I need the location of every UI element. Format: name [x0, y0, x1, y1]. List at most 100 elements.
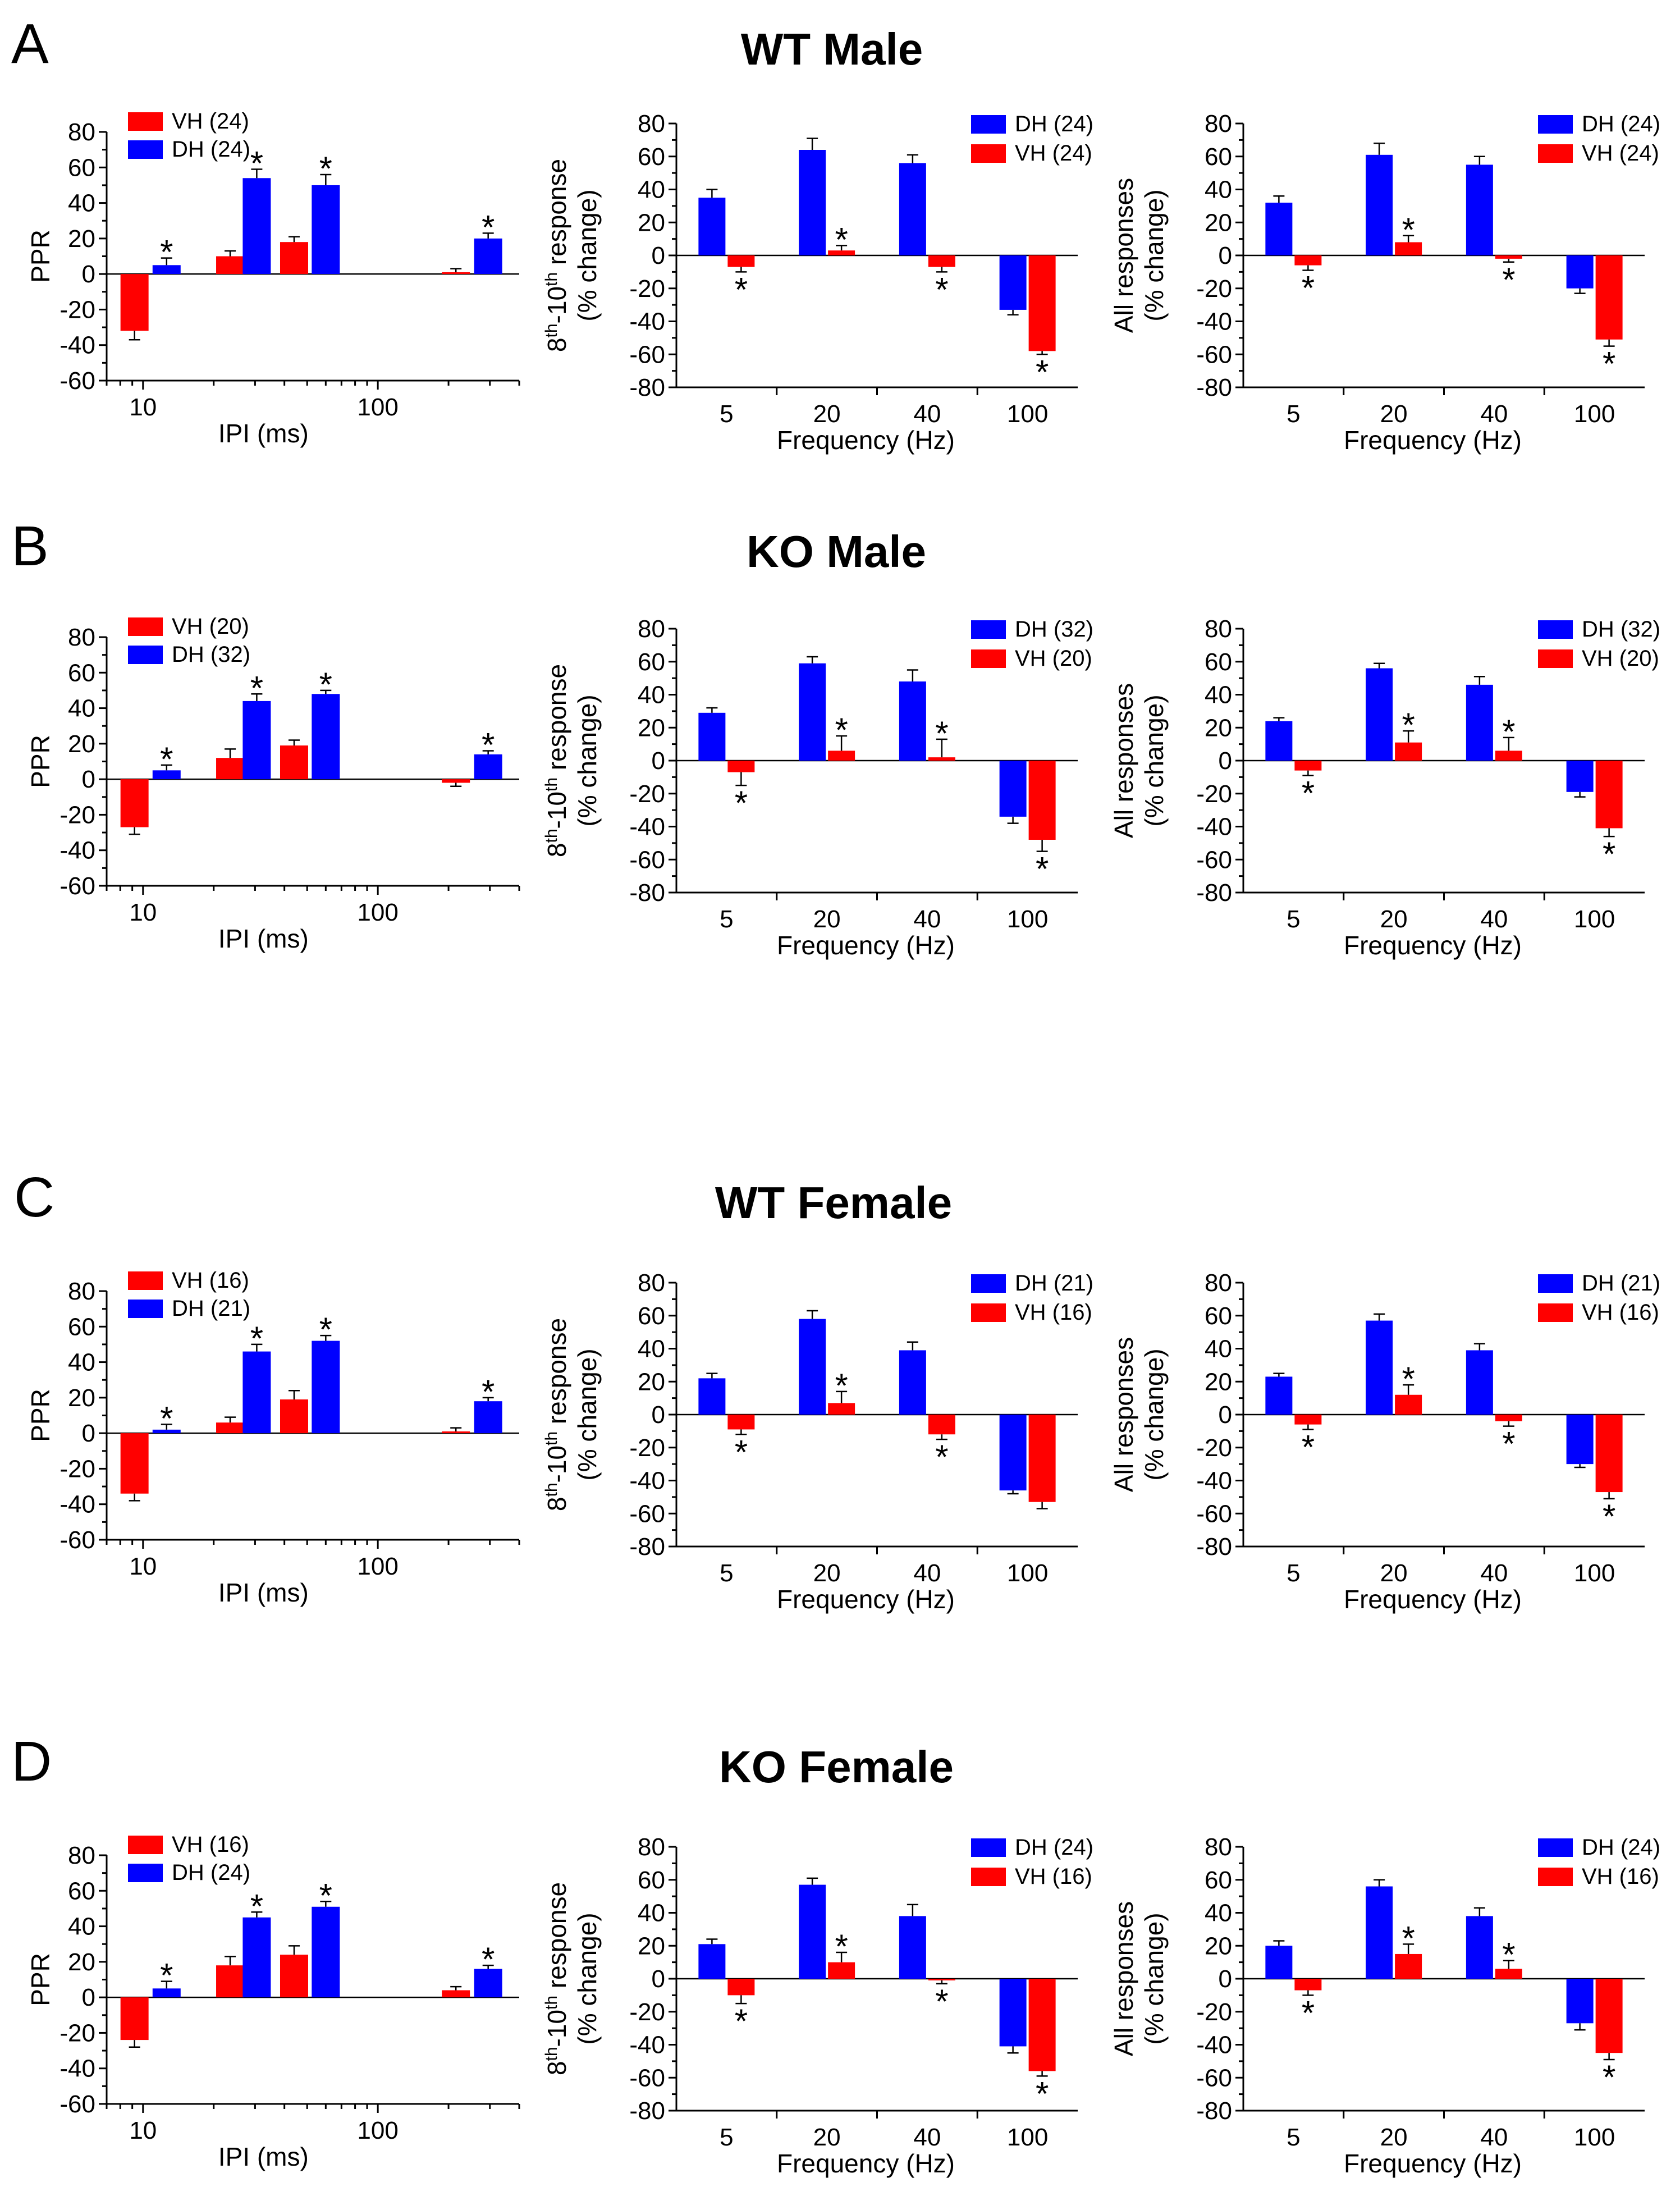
superscript: th: [542, 323, 561, 337]
legend-label-vh: VH (20): [1015, 646, 1092, 671]
legend: DH (21) VH (16): [1538, 1271, 1660, 1325]
legend-label-vh: VH (16): [1582, 1864, 1659, 1889]
group-title-a: WT Male: [740, 24, 923, 74]
chart-c-all-responses: -80 -60 -40 -20 0 20 40 60 80 5 20 40 100 Frequency (…: [1109, 1269, 1660, 1614]
y-tick-label: -20: [1196, 1434, 1232, 1462]
legend-swatch-vh: [1538, 144, 1573, 163]
vh-bar: [928, 1979, 955, 1980]
x-axis: 5 20 40 100: [676, 386, 1078, 428]
vh-bar: [828, 1403, 855, 1415]
legend: VH (24) DH (24): [128, 109, 250, 162]
vh-bar: [120, 1433, 149, 1494]
vh-bar: [1028, 255, 1056, 351]
y-tick-label: 40: [1205, 176, 1232, 204]
y-tick-label: -60: [59, 367, 95, 395]
superscript: th: [542, 272, 561, 286]
x-axis-label: Frequency (Hz): [777, 425, 955, 455]
y-tick-label: 60: [638, 1866, 665, 1894]
significance-star: *: [1036, 2075, 1049, 2112]
legend-label-vh: VH (16): [1582, 1300, 1659, 1325]
vh-bar: [1294, 761, 1322, 771]
x-tick-label: 40: [913, 905, 941, 933]
y-axis-label-line1: 8th-10th response: [542, 159, 571, 352]
legend-label-dh: DH (24): [1015, 112, 1093, 136]
legend-swatch-vh: [971, 1303, 1006, 1322]
significance-star: *: [1603, 835, 1615, 873]
chart-a-8-10-response: -80 -60 -40 -20 0 20 40 60 80 5 20 40 100 Frequency (…: [542, 110, 1093, 455]
label-part: 8: [542, 2061, 571, 2075]
label-part: 8: [542, 337, 571, 352]
dh-bar: [999, 1979, 1027, 2047]
group-title-c: WT Female: [715, 1178, 953, 1228]
x-axis-label: Frequency (Hz): [777, 931, 955, 960]
vh-bar: [1495, 751, 1522, 761]
superscript: th: [542, 829, 561, 843]
y-axis-label-line1: 8th-10th response: [542, 664, 571, 857]
vh-bar: [727, 761, 755, 772]
y-tick-label: 0: [1219, 747, 1232, 775]
significance-star: *: [250, 669, 263, 707]
x-axis-label: IPI (ms): [218, 2142, 309, 2171]
significance-star: *: [935, 1438, 948, 1476]
significance-star: *: [1402, 1919, 1415, 1957]
panel-letter-b: B: [11, 515, 49, 578]
superscript: th: [542, 1483, 561, 1497]
y-tick-label: 20: [638, 1368, 665, 1396]
x-tick-label: 40: [1480, 905, 1508, 933]
legend-swatch-vh: [1538, 1303, 1573, 1322]
dh-bar: [799, 1319, 826, 1415]
y-tick-label: 80: [1205, 615, 1232, 643]
x-tick-label: 10: [129, 1553, 157, 1580]
dh-bar: [899, 163, 926, 255]
legend-label-vh: VH (20): [172, 614, 249, 639]
significance-star: *: [1302, 1994, 1315, 2032]
legend-swatch-dh: [1538, 1838, 1573, 1857]
chart-b-8-10-response: -80 -60 -40 -20 0 20 40 60 80 5 20 40 100 Frequency (…: [542, 615, 1093, 960]
vh-bar: [216, 758, 245, 780]
panel-letter-c: C: [14, 1166, 55, 1229]
y-tick-label: 20: [68, 225, 95, 253]
legend-label-dh: DH (24): [172, 1860, 250, 1885]
y-tick-label: -20: [59, 1455, 95, 1483]
y-tick-label: 40: [638, 681, 665, 709]
legend-label-dh: DH (21): [1582, 1271, 1660, 1296]
dh-bar: [698, 1378, 726, 1415]
dh-bar: [474, 238, 502, 274]
x-axis: 10 100: [106, 1539, 520, 1580]
vh-bar: [1395, 1394, 1422, 1415]
dh-bar: [698, 198, 726, 255]
dh-bar: [999, 1415, 1027, 1491]
vh-bar: [1028, 1979, 1056, 2071]
y-axis-label-line1: 8th-10th response: [542, 1318, 571, 1511]
label-part: -10: [542, 2010, 571, 2047]
x-tick-label: 100: [357, 899, 398, 926]
vh-bar: [1028, 761, 1056, 840]
group-title-d: KO Female: [719, 1742, 954, 1792]
vh-bar: [727, 1979, 755, 1996]
significance-star: *: [319, 1311, 332, 1348]
vh-bar: [1395, 1953, 1422, 1979]
y-axis: -60 -40 -20 0 20 40 60 80: [59, 1278, 108, 1554]
vh-bar: [1595, 761, 1623, 829]
x-axis-label: Frequency (Hz): [1344, 1585, 1522, 1614]
x-tick-label: 100: [357, 394, 398, 421]
significance-star: *: [935, 271, 948, 308]
vh-bar: [1595, 1979, 1623, 2053]
y-tick-label: 0: [652, 242, 665, 269]
y-tick-label: 40: [638, 1335, 665, 1363]
x-tick-label: 100: [357, 1553, 398, 1580]
panel-letter-a: A: [11, 12, 49, 75]
label-part: response: [542, 1882, 571, 1996]
x-tick-label: 5: [1287, 1559, 1300, 1587]
group-title-b: KO Male: [746, 527, 927, 577]
y-tick-label: 80: [638, 1269, 665, 1297]
significance-star: *: [935, 1983, 948, 2020]
dh-bar: [1466, 1916, 1493, 1979]
y-axis: -80 -60 -40 -20 0 20 40 60 80: [1196, 1269, 1244, 1561]
y-tick-label: 40: [68, 695, 95, 722]
x-axis-label: Frequency (Hz): [1344, 931, 1522, 960]
y-tick-label: 0: [82, 260, 95, 288]
vh-bar: [442, 272, 470, 274]
y-tick-label: -40: [1196, 813, 1232, 841]
significance-star: *: [1502, 1425, 1515, 1463]
